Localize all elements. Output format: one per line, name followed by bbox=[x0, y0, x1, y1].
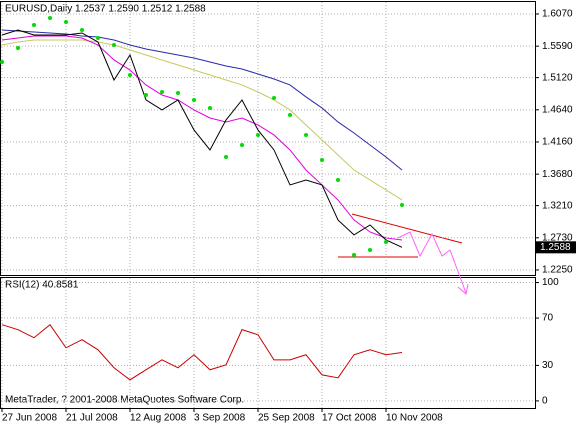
sar-dot bbox=[144, 93, 148, 98]
y-tick-label: 1.4160 bbox=[542, 137, 573, 148]
chart-title: EURUSD,Daily 1.2537 1.2590 1.2512 1.2588 bbox=[5, 4, 206, 15]
projection-arrow bbox=[457, 283, 469, 295]
price-panel bbox=[0, 1, 536, 276]
trend-lines bbox=[338, 213, 469, 295]
x-tick-label: 21 Jul 2008 bbox=[66, 413, 118, 424]
y-tick-label: 1.2730 bbox=[542, 232, 573, 243]
y-tick-label: 1.2250 bbox=[542, 265, 573, 276]
x-tick-label: 3 Sep 2008 bbox=[194, 413, 246, 424]
sar-dot bbox=[176, 91, 180, 95]
sar-dot bbox=[320, 157, 324, 162]
last-price-box bbox=[536, 241, 576, 254]
sar-dot bbox=[368, 247, 372, 252]
x-tick-label: 17 Oct 2008 bbox=[322, 413, 377, 424]
sar-dot bbox=[272, 95, 276, 100]
y-tick-label: 100 bbox=[542, 277, 559, 288]
y-tick-label: 1.3680 bbox=[542, 169, 573, 180]
sar-dot bbox=[16, 45, 20, 50]
sar-dot bbox=[224, 154, 228, 159]
sar-dot bbox=[112, 43, 116, 48]
sar-dot bbox=[288, 112, 292, 117]
y-tick-label: 1.3210 bbox=[542, 200, 573, 211]
y-tick-label: 70 bbox=[542, 313, 554, 324]
sar-dot bbox=[352, 252, 356, 257]
sar-dot bbox=[32, 22, 36, 27]
x-tick-label: 25 Sep 2008 bbox=[258, 413, 315, 424]
sar-dot bbox=[96, 35, 100, 40]
y-tick-label: 1.5120 bbox=[542, 72, 573, 83]
sar-dot bbox=[0, 59, 4, 64]
projection bbox=[397, 231, 467, 294]
y-tick-label: 0 bbox=[542, 396, 548, 407]
rsi-title: RSI(12) 40.8581 bbox=[5, 280, 79, 291]
sar-dot bbox=[336, 177, 340, 182]
sar-dot bbox=[400, 202, 404, 207]
y-tick-label: 1.6070 bbox=[542, 9, 573, 20]
trend-line bbox=[351, 213, 463, 244]
sar-dot bbox=[240, 143, 244, 147]
sar-dot bbox=[48, 16, 52, 21]
y-tick-label: 30 bbox=[542, 360, 554, 371]
copyright: MetaTrader, ? 2001-2008 MetaQuotes Softw… bbox=[5, 395, 244, 406]
sar-dot bbox=[64, 19, 68, 24]
sar-dot bbox=[208, 105, 212, 110]
rsi-panel bbox=[0, 277, 536, 409]
x-tick-label: 27 Jun 2008 bbox=[2, 413, 57, 424]
y-tick-label: 1.4640 bbox=[542, 104, 573, 115]
x-tick-label: 12 Aug 2008 bbox=[130, 413, 187, 424]
sar-dot bbox=[128, 72, 132, 77]
sar-dot bbox=[80, 28, 84, 33]
x-tick-label: 10 Nov 2008 bbox=[386, 413, 443, 424]
sar-dot bbox=[256, 132, 260, 137]
sar-dot bbox=[384, 239, 388, 244]
last-price-label: 1.2588 bbox=[540, 242, 571, 253]
series-line bbox=[1, 35, 403, 241]
y-tick-label: 1.5590 bbox=[542, 41, 573, 52]
sar-dot bbox=[304, 132, 308, 137]
series-line bbox=[1, 29, 403, 248]
sar-dot bbox=[192, 97, 196, 102]
series-line bbox=[1, 323, 403, 381]
series-line bbox=[1, 39, 403, 201]
sar-dot bbox=[160, 89, 164, 94]
